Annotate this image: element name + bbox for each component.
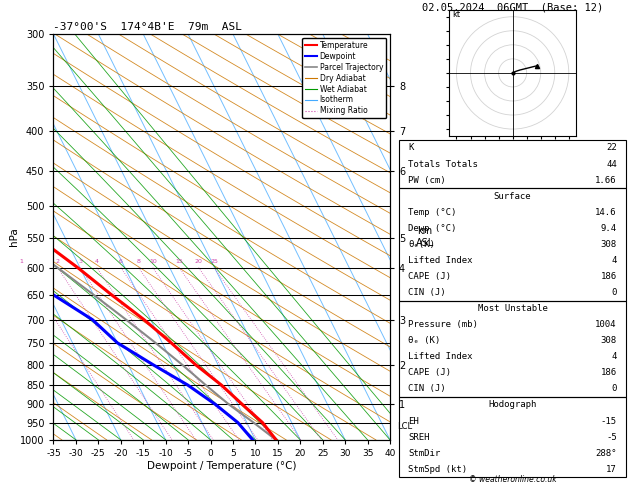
Text: EH: EH (408, 417, 419, 426)
Text: 15: 15 (175, 260, 183, 264)
Text: θₑ (K): θₑ (K) (408, 336, 441, 345)
Text: Pressure (mb): Pressure (mb) (408, 320, 478, 329)
Text: CIN (J): CIN (J) (408, 384, 446, 393)
Text: StmSpd (kt): StmSpd (kt) (408, 465, 467, 474)
Text: 308: 308 (601, 336, 617, 345)
Text: kt: kt (452, 10, 460, 19)
Text: CAPE (J): CAPE (J) (408, 272, 452, 281)
Text: -15: -15 (601, 417, 617, 426)
Text: 0: 0 (611, 384, 617, 393)
Text: 25: 25 (210, 260, 218, 264)
Text: 14.6: 14.6 (595, 208, 617, 217)
Text: CAPE (J): CAPE (J) (408, 368, 452, 377)
Text: 17: 17 (606, 465, 617, 474)
Text: 1.66: 1.66 (595, 175, 617, 185)
Text: 4: 4 (611, 256, 617, 265)
X-axis label: Dewpoint / Temperature (°C): Dewpoint / Temperature (°C) (147, 461, 296, 470)
Text: 1004: 1004 (595, 320, 617, 329)
Text: Lifted Index: Lifted Index (408, 256, 473, 265)
Text: 0: 0 (611, 288, 617, 297)
Text: PW (cm): PW (cm) (408, 175, 446, 185)
Legend: Temperature, Dewpoint, Parcel Trajectory, Dry Adiabat, Wet Adiabat, Isotherm, Mi: Temperature, Dewpoint, Parcel Trajectory… (302, 38, 386, 119)
Text: 6: 6 (119, 260, 123, 264)
Text: 1: 1 (19, 260, 23, 264)
Text: 8: 8 (136, 260, 140, 264)
Text: 186: 186 (601, 368, 617, 377)
Text: LCL: LCL (397, 421, 412, 431)
Text: Totals Totals: Totals Totals (408, 159, 478, 169)
Text: 20: 20 (195, 260, 203, 264)
Text: © weatheronline.co.uk: © weatheronline.co.uk (469, 474, 557, 484)
Text: Surface: Surface (494, 191, 532, 201)
Text: 2: 2 (56, 260, 60, 264)
Text: SREH: SREH (408, 433, 430, 442)
Text: 22: 22 (606, 143, 617, 153)
Text: 4: 4 (611, 352, 617, 361)
Text: CIN (J): CIN (J) (408, 288, 446, 297)
Text: Most Unstable: Most Unstable (477, 304, 548, 313)
Text: Hodograph: Hodograph (489, 400, 537, 410)
Y-axis label: hPa: hPa (9, 227, 18, 246)
Text: 288°: 288° (595, 449, 617, 458)
Text: 44: 44 (606, 159, 617, 169)
Text: 4: 4 (95, 260, 99, 264)
Bar (399, 188, 626, 300)
Bar (399, 140, 626, 188)
Text: -37°00'S  174°4B'E  79m  ASL: -37°00'S 174°4B'E 79m ASL (53, 21, 242, 32)
Text: 10: 10 (149, 260, 157, 264)
Bar (399, 300, 626, 397)
Text: StmDir: StmDir (408, 449, 441, 458)
Text: 308: 308 (601, 240, 617, 249)
Text: Temp (°C): Temp (°C) (408, 208, 457, 217)
Text: 9.4: 9.4 (601, 224, 617, 233)
Text: θₑ(K): θₑ(K) (408, 240, 435, 249)
Bar (399, 397, 626, 477)
Text: K: K (408, 143, 414, 153)
Y-axis label: km
ASL: km ASL (416, 226, 434, 248)
Text: Lifted Index: Lifted Index (408, 352, 473, 361)
Text: -5: -5 (606, 433, 617, 442)
Text: 02.05.2024  06GMT  (Base: 12): 02.05.2024 06GMT (Base: 12) (422, 2, 603, 13)
Text: Dewp (°C): Dewp (°C) (408, 224, 457, 233)
Text: 186: 186 (601, 272, 617, 281)
Text: 3: 3 (78, 260, 82, 264)
